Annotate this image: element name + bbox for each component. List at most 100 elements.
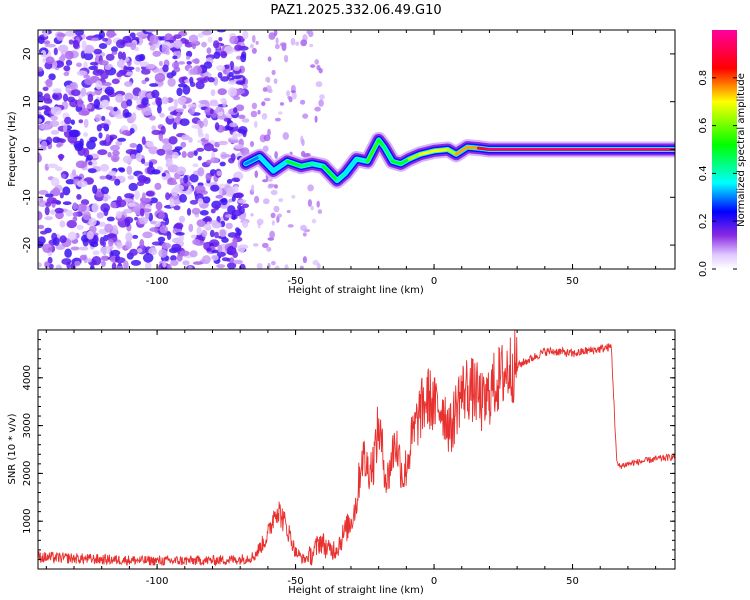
noise-blob — [50, 106, 62, 116]
noise-blob — [38, 224, 45, 230]
noise-blob — [204, 133, 210, 141]
noise-blob — [56, 33, 67, 38]
noise-blob — [177, 61, 186, 65]
noise-blob — [132, 234, 139, 239]
noise-blob — [62, 124, 68, 133]
noise-blob — [213, 40, 220, 49]
noise-blob — [275, 37, 279, 45]
noise-blob — [92, 250, 100, 256]
noise-blob — [191, 207, 201, 215]
noise-blob — [196, 147, 205, 152]
spectrogram-xlabel: Height of straight line (km) — [288, 285, 424, 296]
noise-blob — [62, 93, 69, 102]
noise-blob — [232, 250, 239, 259]
noise-blob — [141, 136, 146, 145]
noise-blob — [172, 55, 178, 60]
ridge-core-segment — [355, 157, 370, 163]
noise-blob — [38, 66, 43, 72]
noise-blob — [179, 177, 184, 184]
noise-blob — [186, 50, 193, 58]
noise-blob — [55, 264, 62, 269]
noise-blob — [234, 144, 244, 149]
noise-blob — [201, 229, 208, 238]
noise-blob — [202, 255, 211, 265]
noise-blob — [257, 109, 261, 115]
noise-blob — [136, 248, 143, 253]
noise-blob — [249, 141, 255, 147]
noise-blob — [203, 76, 210, 81]
noise-blob — [135, 152, 143, 162]
noise-blob — [101, 81, 112, 87]
noise-blob — [187, 266, 193, 269]
ridge-core-segment — [399, 157, 411, 166]
noise-blob — [149, 115, 156, 121]
noise-blob — [111, 51, 118, 55]
noise-blob — [130, 42, 137, 51]
noise-blob — [263, 97, 271, 102]
noise-blob — [139, 208, 145, 217]
noise-blob — [61, 173, 67, 179]
noise-blob — [68, 39, 74, 45]
noise-blob — [271, 220, 275, 226]
noise-blob — [267, 128, 271, 137]
noise-blob — [75, 160, 87, 169]
colorbar-label: Normalized spectral amplitude — [736, 73, 747, 227]
noise-blob — [77, 98, 83, 108]
noise-blob — [279, 102, 285, 106]
noise-blob — [168, 114, 174, 119]
noise-blob — [116, 71, 123, 78]
xtick-label: 50 — [566, 576, 579, 587]
noise-blob — [149, 45, 156, 51]
noise-blob — [186, 55, 191, 60]
noise-blob — [110, 144, 120, 152]
ridge-core-segment — [366, 138, 381, 163]
noise-blob — [210, 184, 220, 192]
noise-blob — [209, 100, 219, 107]
noise-blob — [50, 115, 59, 121]
noise-blob — [187, 103, 197, 108]
noise-blob — [233, 185, 239, 193]
snr-ticks: -100 -50 0 50 1000 2000 3000 4000 — [22, 330, 675, 587]
noise-blob — [168, 136, 178, 145]
noise-blob — [174, 146, 183, 151]
noise-blob — [88, 161, 93, 166]
noise-blob — [148, 146, 159, 155]
noise-blob — [38, 236, 46, 245]
noise-blob — [263, 134, 271, 142]
noise-blob — [270, 189, 278, 196]
colorbar-tick-label: 0.6 — [698, 118, 709, 134]
noise-blob — [188, 137, 193, 143]
noise-blob — [113, 106, 118, 112]
noise-blob — [161, 96, 169, 105]
ridge-core-segment — [258, 155, 275, 173]
noise-blob — [179, 193, 187, 203]
noise-blob — [47, 256, 53, 264]
noise-blob — [88, 65, 98, 71]
noise-blob — [271, 69, 276, 76]
noise-blob — [249, 43, 254, 49]
noise-blob — [145, 190, 155, 197]
noise-blob — [125, 149, 137, 155]
noise-blob — [78, 110, 90, 116]
noise-blob — [50, 209, 56, 215]
noise-blob — [86, 154, 94, 161]
noise-blob — [67, 231, 77, 241]
noise-blob — [91, 37, 99, 42]
noise-blob — [177, 83, 188, 88]
noise-blob — [38, 36, 45, 44]
ytick-label: 3000 — [22, 413, 33, 438]
noise-blob — [233, 66, 240, 71]
chart-title: PAZ1.2025.332.06.49.G10 — [270, 3, 441, 18]
noise-blob — [148, 212, 153, 222]
noise-blob — [228, 157, 235, 164]
noise-blob — [220, 98, 226, 103]
noise-blob — [226, 187, 235, 196]
noise-blob — [99, 246, 111, 255]
noise-blob — [111, 78, 120, 85]
colorbar-ticks: 0.0 0.2 0.4 0.6 0.8 — [698, 70, 737, 277]
noise-blob — [70, 246, 80, 251]
noise-blob — [122, 155, 133, 164]
noise-blob — [274, 265, 280, 269]
noise-blob — [76, 180, 88, 188]
